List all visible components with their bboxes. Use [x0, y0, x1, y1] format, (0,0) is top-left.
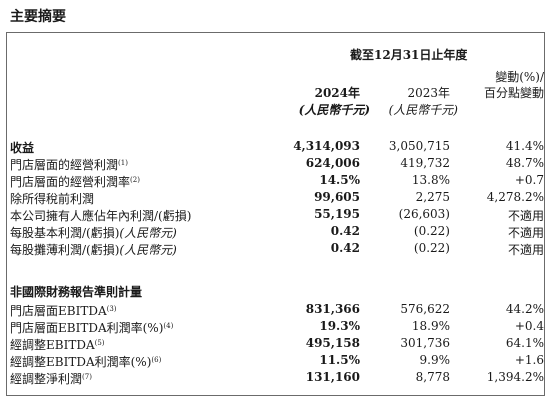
value-change: +1.6 — [514, 353, 544, 367]
col-2023-year: 2023年 — [407, 86, 450, 100]
value-2024: 0.42 — [330, 241, 360, 255]
row-label-text: 本公司擁有人應佔年內利潤/(虧損) — [10, 209, 192, 223]
value-2023: 8,778 — [415, 370, 450, 384]
row-label: 經調整EBITDA利潤率(%)(6) — [10, 353, 161, 370]
footnote-ref: (2) — [130, 176, 140, 184]
value-2024: 11.5% — [319, 353, 360, 367]
value-2024: 14.5% — [319, 173, 360, 187]
row-label: 經調整EBITDA(5) — [10, 336, 105, 353]
page-title: 主要摘要 — [10, 9, 66, 25]
row-label-text: 門店層面EBITDA利潤率(%) — [10, 321, 164, 335]
table-row: 每股攤薄利潤/(虧損)(人民幣元) 0.42 (0.22) 不適用 — [0, 241, 554, 258]
row-label-text: 經調整淨利潤 — [10, 372, 83, 386]
table-row: 門店層面EBITDA(3) 831,366 576,622 44.2% — [0, 302, 554, 319]
footnote-ref: (6) — [151, 356, 162, 364]
value-change: +0.7 — [514, 173, 544, 187]
table-row: 收益 4,314,093 3,050,715 41.4% — [0, 139, 554, 156]
row-label-text: 除所得稅前利潤 — [10, 192, 95, 206]
table-row: 本公司擁有人應佔年內利潤/(虧損) 55,195 (26,603) 不適用 — [0, 207, 554, 224]
row-label-text: 每股攤薄利潤/(虧損) — [10, 243, 120, 257]
row-label: 經調整淨利潤(7) — [10, 370, 92, 387]
value-2024: 624,006 — [305, 156, 360, 170]
value-change: 不適用 — [507, 226, 544, 240]
value-change: 不適用 — [507, 209, 544, 223]
table-row: 經調整EBITDA利潤率(%)(6) 11.5% 9.9% +1.6 — [0, 353, 554, 370]
value-2024: 495,158 — [305, 336, 360, 350]
row-label-text: 門店層面的經營利潤率 — [10, 175, 131, 189]
value-2023: (0.22) — [413, 224, 450, 238]
table-row: 門店層面EBITDA利潤率(%)(4) 19.3% 18.9% +0.4 — [0, 319, 554, 336]
row-label: 每股攤薄利潤/(虧損)(人民幣元) — [10, 241, 177, 258]
value-2023: 3,050,715 — [388, 139, 450, 153]
value-change: 不適用 — [507, 243, 544, 257]
value-2023: 301,736 — [400, 336, 450, 350]
value-2023: (0.22) — [413, 241, 450, 255]
footnote-ref: (4) — [163, 322, 174, 330]
value-change: 44.2% — [505, 302, 544, 316]
row-label-text: 收益 — [10, 141, 35, 155]
col-2024-year: 2024年 — [314, 86, 360, 100]
table-row: 門店層面的經營利潤(1) 624,006 419,732 48.7% — [0, 156, 554, 173]
table-row: 除所得稅前利潤 99,605 2,275 4,278.2% — [0, 190, 554, 207]
footnote-ref: (3) — [106, 305, 117, 313]
row-label: 門店層面EBITDA利潤率(%)(4) — [10, 319, 173, 336]
table-row: 經調整淨利潤(7) 131,160 8,778 1,394.2% — [0, 370, 554, 387]
value-2023: 18.9% — [411, 319, 450, 333]
value-2024: 4,314,093 — [293, 139, 360, 153]
row-label-text: 經調整EBITDA — [10, 338, 95, 352]
value-2024: 131,160 — [305, 370, 360, 384]
value-2023: 576,622 — [400, 302, 450, 316]
row-unit: (人民幣元) — [119, 243, 177, 257]
row-label: 門店層面的經營利潤(1) — [10, 156, 128, 173]
value-2024: 831,366 — [305, 302, 360, 316]
value-change: 41.4% — [505, 139, 544, 153]
value-2023: 9.9% — [419, 353, 451, 367]
value-2024: 19.3% — [319, 319, 360, 333]
table-row: 每股基本利潤/(虧損)(人民幣元) 0.42 (0.22) 不適用 — [0, 224, 554, 241]
col-2024-unit: (人民幣千元) — [298, 103, 370, 117]
footnote-ref: (5) — [94, 339, 105, 347]
summary-table-frame — [6, 32, 545, 396]
value-change: +0.4 — [514, 319, 544, 333]
footnote-ref: (1) — [118, 159, 128, 167]
row-label: 本公司擁有人應佔年內利潤/(虧損) — [10, 207, 191, 224]
non-ifrs-section-title: 非國際財務報告準則計量 — [10, 285, 143, 299]
value-2024: 0.42 — [330, 224, 360, 238]
period-header: 截至12月31日止年度 — [350, 48, 468, 62]
row-label: 收益 — [10, 139, 34, 156]
value-change: 4,278.2% — [486, 190, 544, 204]
change-header-line1: 變動(%)/ — [495, 70, 544, 84]
value-2023: 2,275 — [415, 190, 450, 204]
change-header-line2: 百分點變動 — [483, 86, 544, 100]
value-2024: 55,195 — [314, 207, 360, 221]
value-2023: 419,732 — [400, 156, 450, 170]
value-2023: 13.8% — [411, 173, 450, 187]
value-change: 64.1% — [505, 336, 544, 350]
row-label-text: 門店層面EBITDA — [10, 304, 107, 318]
value-2024: 99,605 — [314, 190, 360, 204]
row-label: 門店層面EBITDA(3) — [10, 302, 117, 319]
value-2023: (26,603) — [398, 207, 450, 221]
row-label-text: 經調整EBITDA利潤率(%) — [10, 355, 152, 369]
row-label-text: 每股基本利潤/(虧損) — [10, 226, 120, 240]
row-label-text: 門店層面的經營利潤 — [10, 158, 119, 172]
table-row: 門店層面的經營利潤率(2) 14.5% 13.8% +0.7 — [0, 173, 554, 190]
table-row: 經調整EBITDA(5) 495,158 301,736 64.1% — [0, 336, 554, 353]
value-change: 1,394.2% — [486, 370, 544, 384]
row-label: 門店層面的經營利潤率(2) — [10, 173, 140, 190]
row-label: 每股基本利潤/(虧損)(人民幣元) — [10, 224, 177, 241]
footnote-ref: (7) — [82, 373, 92, 381]
col-2023-unit: (人民幣千元) — [388, 103, 458, 117]
row-unit: (人民幣元) — [119, 226, 177, 240]
value-change: 48.7% — [505, 156, 544, 170]
row-label: 除所得稅前利潤 — [10, 190, 94, 207]
